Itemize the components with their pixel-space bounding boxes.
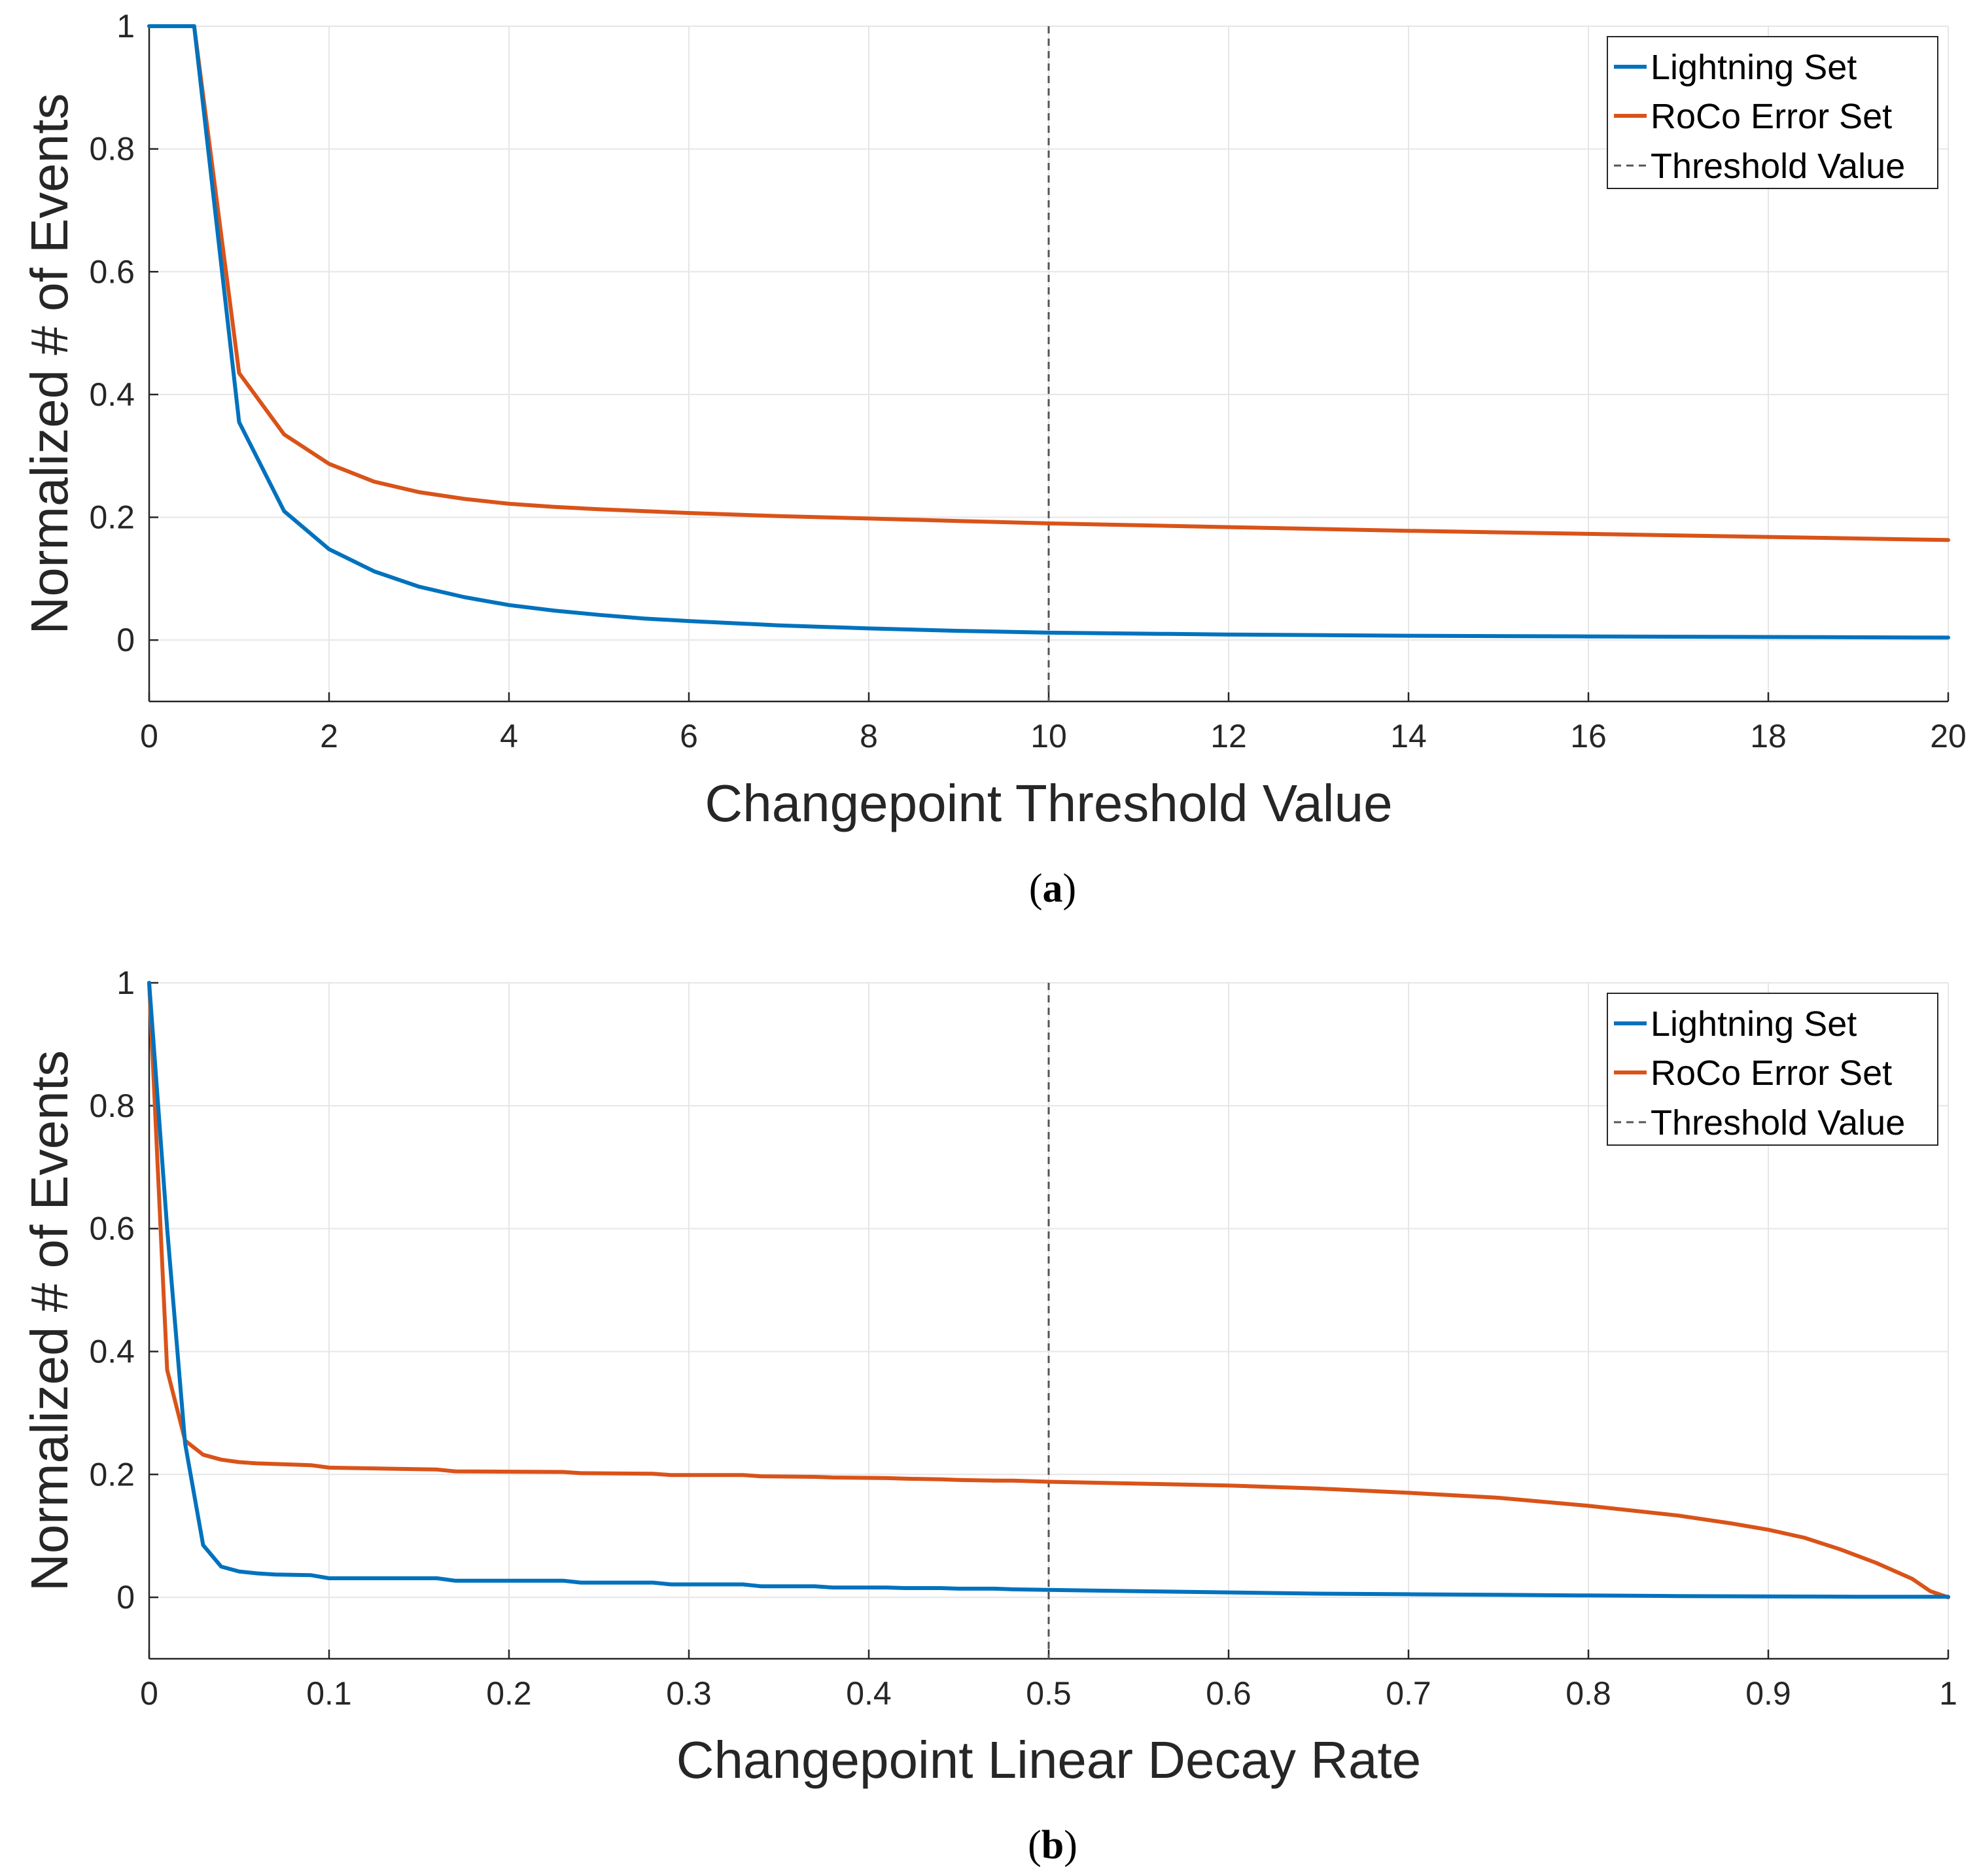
- caption-b: (b): [1028, 1823, 1077, 1867]
- caption-b-letter: b: [1041, 1823, 1064, 1867]
- chart-panel-b: 0 0.1 0.2 0.3 0.4 0.5 0.6 0.7 0.8 0.9 1 0 0.2 0.4 0.6 0…: [20, 965, 1957, 1789]
- x-tick-label: 6: [680, 718, 698, 754]
- x-tick-label: 0.2: [486, 1675, 532, 1712]
- legend: Lightning Set RoCo Error Set Threshold Val…: [1607, 36, 1938, 189]
- x-tick-label: 20: [1930, 718, 1967, 754]
- series-line-lightning: [147, 981, 1950, 1599]
- x-tick-label: 8: [860, 718, 878, 754]
- legend-label-lightning: Lightning Set: [1651, 48, 1857, 87]
- y-tick-label: 0.8: [89, 1088, 135, 1124]
- legend-box: [1607, 993, 1938, 1146]
- y-tick-label: 1: [116, 965, 135, 1001]
- x-tick-label: 1: [1939, 1675, 1957, 1712]
- x-tick-label: 0.4: [846, 1675, 892, 1712]
- y-axis-title: Normalized # of Events: [20, 1050, 79, 1591]
- y-tick-label: 0.4: [89, 1333, 135, 1370]
- x-tick-label: 0.5: [1026, 1675, 1072, 1712]
- x-axis-title: Changepoint Linear Decay Rate: [676, 1731, 1422, 1789]
- series-line-roco: [147, 981, 1950, 1600]
- y-tick-label: 0.6: [89, 1211, 135, 1247]
- y-tick-label: 0.2: [89, 499, 135, 536]
- x-tick-label: 0: [140, 718, 158, 754]
- x-tick-label: 12: [1210, 718, 1247, 754]
- legend-label-roco: RoCo Error Set: [1651, 97, 1892, 136]
- y-tick-label: 1: [116, 8, 135, 44]
- legend-box: [1607, 36, 1938, 189]
- x-tick-label: 16: [1570, 718, 1607, 754]
- chart-panel-a: 0 2 4 6 8 10 12 14 16 18 20 0 0.2 0.4 0.6 0.8 1 Changepoi…: [20, 8, 1967, 832]
- y-tick-label: 0: [116, 1579, 135, 1616]
- x-axis-title: Changepoint Threshold Value: [705, 774, 1392, 832]
- y-tick-label: 0.2: [89, 1456, 135, 1493]
- x-tick-label: 4: [500, 718, 518, 754]
- x-tick-label: 2: [320, 718, 338, 754]
- x-tick-label: 0.9: [1745, 1675, 1791, 1712]
- series-line-roco: [147, 24, 1950, 542]
- caption-a: (a): [1029, 866, 1076, 911]
- y-tick-label: 0.4: [89, 376, 135, 413]
- x-tick-label: 0.7: [1386, 1675, 1431, 1712]
- x-tick-label: 0.8: [1566, 1675, 1611, 1712]
- x-tick-label: 18: [1750, 718, 1787, 754]
- x-tick-label: 10: [1030, 718, 1067, 754]
- y-axis-title: Normalized # of Events: [20, 93, 79, 634]
- legend-label-threshold: Threshold Value: [1651, 147, 1905, 186]
- y-tick-label: 0.8: [89, 131, 135, 168]
- x-tick-label: 0.1: [306, 1675, 352, 1712]
- series-line-lightning: [147, 24, 1950, 640]
- x-tick-label: 14: [1390, 718, 1427, 754]
- legend-label-roco: RoCo Error Set: [1651, 1053, 1892, 1093]
- caption-a-letter: a: [1043, 866, 1063, 911]
- y-tick-label: 0.6: [89, 253, 135, 290]
- legend: Lightning Set RoCo Error Set Threshold Val…: [1607, 993, 1938, 1146]
- legend-label-threshold: Threshold Value: [1651, 1103, 1905, 1142]
- y-tick-label: 0: [116, 622, 135, 658]
- x-tick-label: 0: [140, 1675, 158, 1712]
- legend-label-lightning: Lightning Set: [1651, 1004, 1857, 1044]
- x-tick-label: 0.6: [1206, 1675, 1251, 1712]
- x-tick-label: 0.3: [666, 1675, 712, 1712]
